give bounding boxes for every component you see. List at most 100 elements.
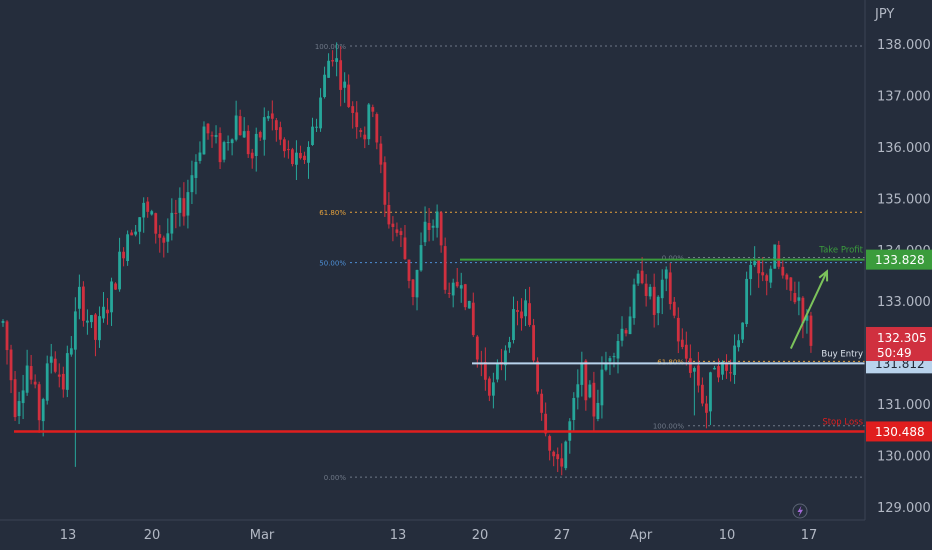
candle-body xyxy=(315,126,318,128)
y-tick-label: 135.000 xyxy=(877,192,931,207)
current-price-tag-bg xyxy=(866,326,932,361)
candle-body xyxy=(134,231,138,235)
trade-arrow-head xyxy=(818,269,829,282)
candle-body xyxy=(664,269,668,279)
candle-body xyxy=(17,401,21,417)
candle-body xyxy=(459,285,463,289)
candle-body xyxy=(1,321,5,323)
candle-body xyxy=(580,363,584,385)
time-axis[interactable]: 13 20 Mar 13 20 27 Apr 10 17 xyxy=(60,528,818,543)
y-tick-label: 129.000 xyxy=(877,501,931,516)
candle-body xyxy=(359,130,363,132)
candle-body xyxy=(423,221,427,243)
candle-body xyxy=(286,149,290,151)
candle-body xyxy=(596,402,600,419)
candle-body xyxy=(753,261,757,266)
candle-body xyxy=(363,134,367,140)
candle-body xyxy=(230,139,234,144)
x-tick-label: Apr xyxy=(630,528,653,543)
candle-body xyxy=(471,302,475,336)
candle-body xyxy=(616,341,620,359)
candle-body xyxy=(455,281,459,287)
candle-body xyxy=(323,74,326,98)
candle-body xyxy=(487,378,491,396)
candle-body xyxy=(608,358,612,362)
candle-body xyxy=(190,175,194,193)
candle-body xyxy=(37,384,41,421)
candle-body xyxy=(680,339,684,347)
trade-arrow xyxy=(789,270,828,349)
x-tick-label: 13 xyxy=(60,528,77,543)
stop-loss-tag-text: 130.488 xyxy=(875,425,925,439)
candle-body xyxy=(98,316,101,341)
current-price-countdown: 50:49 xyxy=(877,346,912,360)
candle-body xyxy=(238,116,242,136)
candle-body xyxy=(331,60,335,62)
candle-body xyxy=(234,115,238,140)
candle-body xyxy=(278,127,282,140)
candle-body xyxy=(652,286,656,315)
candle-body xyxy=(801,297,805,324)
candle-body xyxy=(347,84,351,107)
candle-body xyxy=(41,399,45,422)
candle-body xyxy=(303,155,306,161)
candle-body xyxy=(612,356,616,358)
candle-body xyxy=(491,382,495,396)
candle-body xyxy=(282,139,286,152)
candle-body xyxy=(150,211,154,215)
candle-body xyxy=(274,120,278,131)
candle-body xyxy=(797,297,801,301)
candle-body xyxy=(311,126,314,145)
candle-body xyxy=(106,309,109,314)
candle-body xyxy=(805,315,809,321)
fib-label-left: 61.80% xyxy=(319,209,346,217)
x-tick-label: 20 xyxy=(472,528,489,543)
candle-body xyxy=(250,152,254,159)
fib-label-left: 0.00% xyxy=(324,474,347,482)
candle-body xyxy=(299,152,302,159)
candle-body xyxy=(319,97,322,129)
candle-body xyxy=(186,192,190,216)
lightning-icon[interactable] xyxy=(792,503,808,519)
candle-body xyxy=(733,345,736,375)
y-tick-label: 136.000 xyxy=(877,141,931,156)
candle-body xyxy=(600,369,604,406)
x-tick-label: 13 xyxy=(390,528,407,543)
candle-body xyxy=(419,245,423,271)
candle-body xyxy=(672,301,676,316)
candle-body xyxy=(102,306,105,319)
candle-body xyxy=(158,234,162,238)
candle-body xyxy=(222,142,226,160)
candle-body xyxy=(343,81,347,88)
candle-body xyxy=(532,325,535,361)
candle-body xyxy=(266,116,270,119)
candle-body xyxy=(210,135,214,137)
candle-body xyxy=(692,368,696,372)
candle-body xyxy=(604,362,608,370)
candle-body xyxy=(367,104,371,140)
candle-body xyxy=(118,251,121,290)
candle-body xyxy=(439,212,443,246)
fib-label-left: 100.00% xyxy=(315,43,346,51)
fib-label-right: 100.00% xyxy=(653,423,684,431)
candle-body xyxy=(584,360,588,401)
candle-body xyxy=(407,259,411,281)
candle-body xyxy=(576,384,580,398)
x-tick-label: Mar xyxy=(250,528,275,543)
candle-body xyxy=(379,143,383,165)
candle-body xyxy=(90,315,93,323)
candle-body xyxy=(504,350,507,366)
candle-body xyxy=(713,367,716,370)
candle-body xyxy=(65,353,69,390)
candle-body xyxy=(632,284,636,319)
candle-body xyxy=(226,142,230,144)
candle-body xyxy=(198,152,202,161)
candle-body xyxy=(701,384,704,404)
candle-body xyxy=(383,162,387,205)
candle-body xyxy=(61,373,65,390)
candle-body xyxy=(552,451,556,457)
candle-body xyxy=(81,286,85,321)
candle-body xyxy=(178,197,182,213)
candle-body xyxy=(644,283,648,296)
